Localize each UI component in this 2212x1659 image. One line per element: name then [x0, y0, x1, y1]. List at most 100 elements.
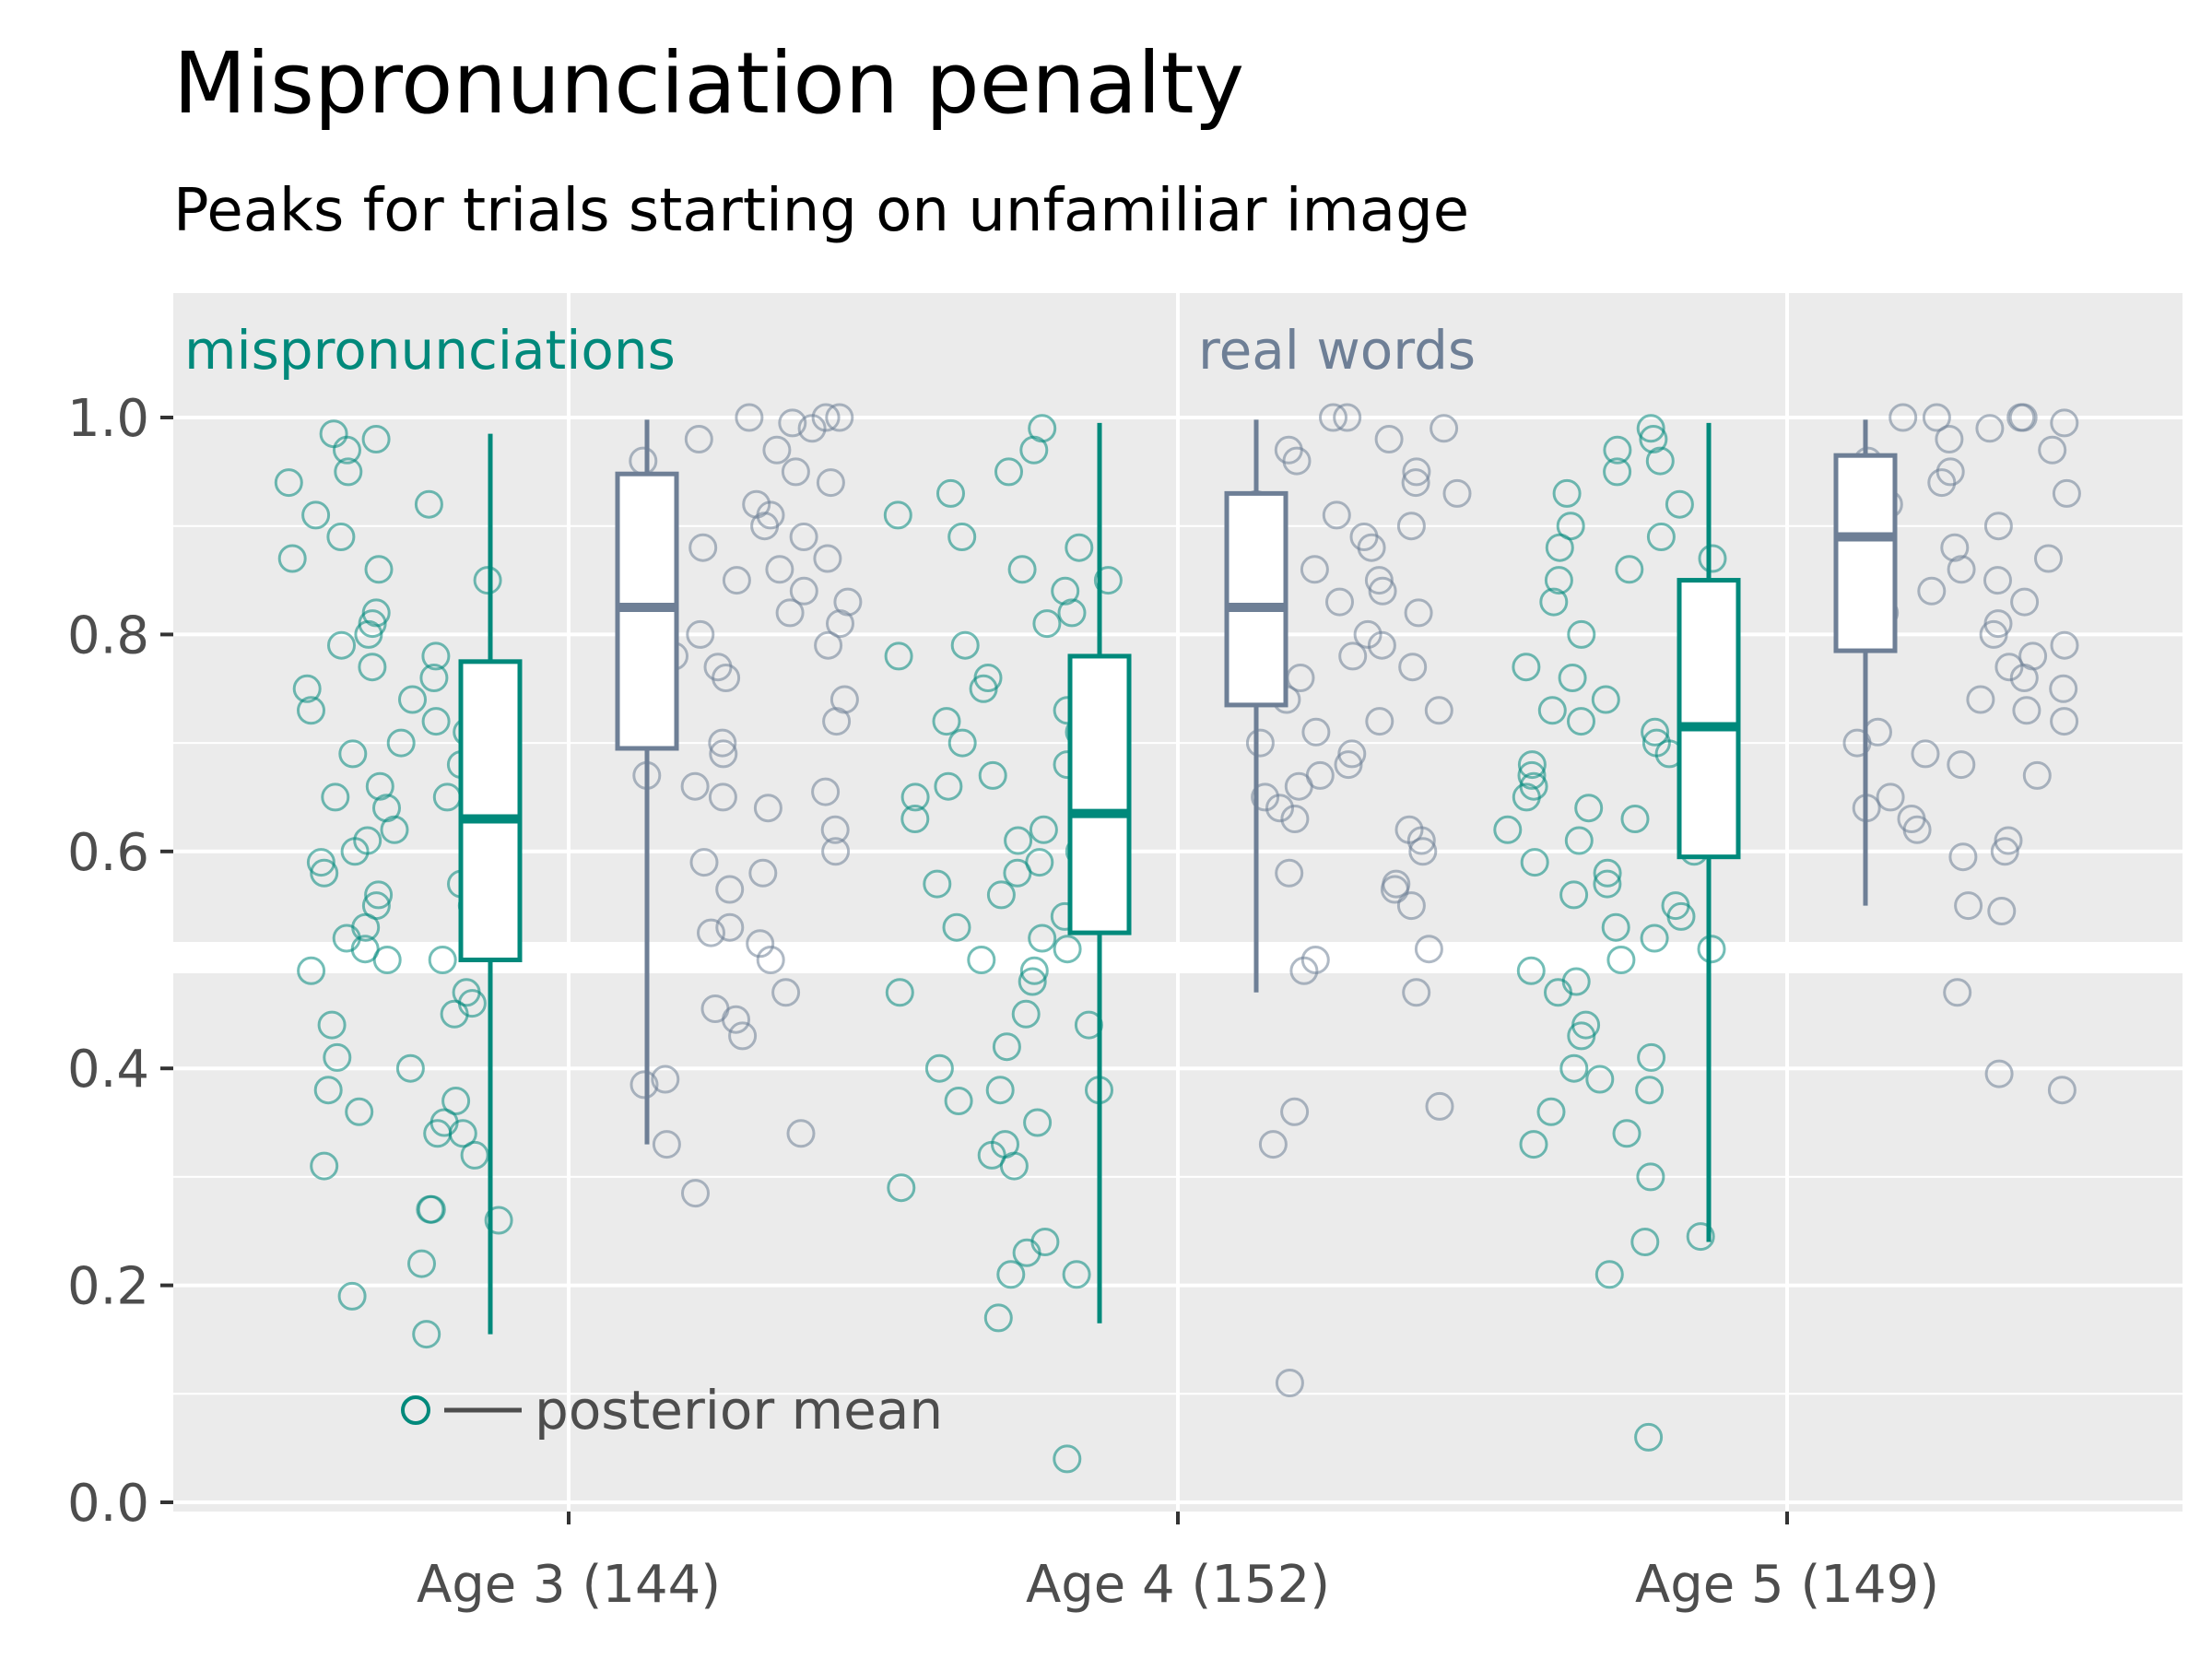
point-real-word — [778, 408, 807, 438]
point-real-word — [2038, 435, 2067, 465]
point-mispronunciation — [1603, 435, 1632, 465]
point-mispronunciation — [1686, 1222, 1715, 1252]
point-mispronunciation — [1636, 414, 1665, 443]
point-mispronunciation — [978, 760, 1007, 790]
point-real-word — [1258, 1130, 1288, 1159]
point-mispronunciation — [1493, 815, 1523, 844]
point-mispronunciation — [313, 1076, 343, 1105]
point-real-word — [771, 978, 801, 1007]
point-mispronunciation — [1065, 533, 1094, 562]
point-real-word — [1305, 760, 1335, 790]
point-mispronunciation — [900, 805, 930, 833]
point-mispronunciation — [1561, 967, 1591, 996]
point-real-word — [1948, 842, 1978, 872]
point-real-word — [1251, 782, 1280, 812]
point-real-word — [708, 728, 737, 758]
point-mispronunciation — [887, 1173, 916, 1203]
point-mispronunciation — [1023, 1108, 1053, 1137]
point-real-word — [722, 566, 751, 595]
point-mispronunciation — [1641, 728, 1671, 758]
point-mispronunciation — [1093, 566, 1123, 595]
x-tick-label: Age 5 (149) — [1635, 1555, 1939, 1615]
point-mispronunciation — [1517, 750, 1547, 780]
x-tick-label: Age 4 (152) — [1026, 1555, 1330, 1615]
point-mispronunciation — [1053, 935, 1082, 964]
point-mispronunciation — [1574, 794, 1604, 823]
point-mispronunciation — [1593, 869, 1622, 899]
point-real-word — [1333, 403, 1362, 432]
point-mispronunciation — [1634, 1422, 1664, 1452]
point-real-word — [1954, 891, 1983, 921]
point-mispronunciation — [310, 1151, 339, 1181]
point-real-word — [1408, 837, 1438, 866]
point-real-word — [1300, 555, 1329, 584]
point-mispronunciation — [321, 782, 350, 812]
point-mispronunciation — [883, 500, 912, 530]
point-mispronunciation — [398, 685, 427, 714]
point-mispronunciation — [1053, 1444, 1082, 1474]
point-mispronunciation — [358, 653, 387, 682]
annotation-mispronunciations: mispronunciations — [184, 319, 676, 382]
point-mispronunciation — [1512, 653, 1541, 682]
point-mispronunciation — [1640, 924, 1669, 953]
point-mispronunciation — [364, 555, 394, 584]
point-mispronunciation — [345, 1097, 374, 1126]
point-mispronunciation — [334, 457, 363, 487]
point-mispronunciation — [994, 457, 1023, 487]
point-mispronunciation — [1591, 685, 1620, 714]
point-real-word — [728, 1021, 758, 1051]
box — [1677, 578, 1741, 860]
point-real-word — [1917, 576, 1947, 606]
point-real-word — [1994, 653, 2024, 682]
point-real-word — [1396, 891, 1426, 921]
point-mispronunciation — [973, 664, 1003, 692]
legend: posterior mean — [401, 1379, 943, 1441]
point-real-word — [1935, 425, 1964, 453]
point-mispronunciation — [310, 858, 339, 888]
point-mispronunciation — [1594, 1260, 1624, 1289]
point-real-word — [816, 468, 845, 498]
point-mispronunciation — [1520, 848, 1549, 877]
point-real-word — [709, 739, 738, 769]
point-mispronunciation — [1519, 771, 1548, 801]
point-mispronunciation — [414, 489, 443, 519]
point-mispronunciation — [1697, 935, 1726, 964]
point-real-word — [1353, 619, 1382, 649]
point-real-word — [686, 619, 715, 649]
point-real-word — [820, 815, 850, 844]
y-tick-label: 0.4 — [67, 1040, 149, 1100]
point-real-word — [1401, 468, 1430, 498]
point-real-word — [2050, 707, 2079, 736]
point-real-word — [1947, 750, 1976, 780]
point-real-word — [1943, 978, 1972, 1007]
point-mispronunciation — [950, 630, 980, 660]
point-real-word — [1990, 837, 2019, 866]
point-mispronunciation — [1639, 425, 1668, 453]
point-mispronunciation — [1018, 967, 1047, 996]
point-real-word — [825, 403, 854, 432]
legend-point-icon — [401, 1395, 430, 1425]
point-mispronunciation — [326, 523, 356, 551]
point-real-word — [814, 630, 843, 660]
annotation-real-words: real words — [1198, 319, 1476, 382]
point-real-word — [1337, 739, 1367, 769]
y-tick-label: 0.2 — [67, 1257, 149, 1317]
point-real-word — [753, 794, 782, 823]
point-mispronunciation — [473, 566, 502, 595]
point-mispronunciation — [992, 1032, 1021, 1062]
point-mispronunciation — [1544, 566, 1573, 595]
point-real-word — [684, 425, 713, 453]
point-real-word — [708, 782, 737, 812]
point-mispronunciation — [277, 544, 307, 573]
point-mispronunciation — [1646, 523, 1676, 551]
point-real-word — [833, 587, 863, 617]
point-mispronunciation — [1620, 805, 1650, 833]
y-tick-label: 0.0 — [67, 1474, 149, 1534]
point-mispronunciation — [1517, 760, 1547, 790]
point-real-word — [1987, 897, 2017, 925]
point-real-word — [821, 837, 851, 866]
point-mispronunciation — [1019, 956, 1049, 985]
point-mispronunciation — [323, 1042, 352, 1072]
point-real-word — [2012, 696, 2041, 725]
